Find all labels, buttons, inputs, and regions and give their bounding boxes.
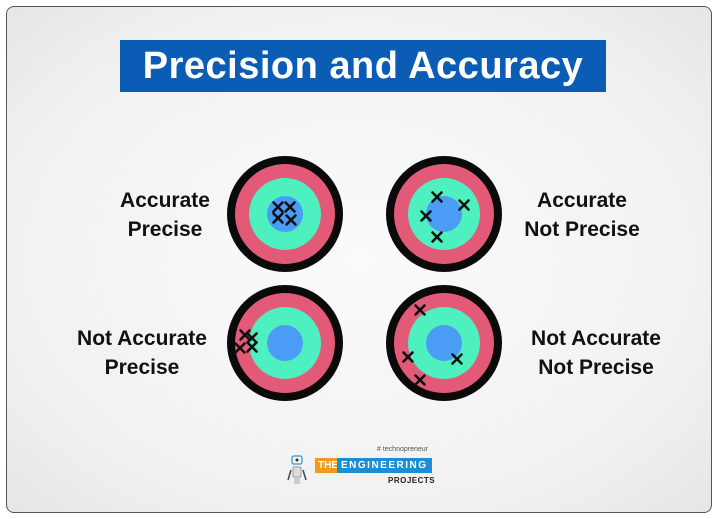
label-line: Precise [104,356,180,379]
bullseye [426,325,462,361]
x-mark [451,353,463,365]
label-accurate-precise: Accurate Precise [85,186,245,244]
label-line: Not Precise [524,218,640,241]
x-mark [272,201,284,213]
x-mark [414,304,426,316]
x-mark [420,210,432,222]
bullseye [267,325,303,361]
x-mark [284,201,296,213]
logo-tagline: # technopreneur [377,446,428,453]
x-mark [239,329,251,341]
target-1 [227,156,343,272]
logo-engineering: ENGINEERING [337,458,432,473]
label-line: Precise [127,218,203,241]
x-mark [431,191,443,203]
target-2 [386,156,502,272]
label-line: Not Accurate [77,327,207,350]
x-mark [272,212,284,224]
x-mark [431,231,443,243]
x-mark [246,332,258,344]
logo-projects: PROJECTS [388,476,436,485]
label-not-accurate-not-precise: Not Accurate Not Precise [516,324,676,382]
label-line: Not Accurate [531,327,661,350]
x-mark [414,374,426,386]
robot-icon [287,455,307,484]
engineering-projects-logo: # technopreneur THE ENGINEERING PROJECTS [285,446,445,491]
label-not-accurate-precise: Not Accurate Precise [62,324,222,382]
title: Precision and Accuracy [142,44,584,87]
title-banner: Precision and Accuracy [120,40,606,92]
label-line: Not Precise [538,356,654,379]
label-line: Accurate [120,189,210,212]
x-mark [234,342,246,354]
target-3 [227,285,343,401]
logo-the: THE [315,458,341,473]
label-accurate-not-precise: Accurate Not Precise [502,186,662,244]
label-line: Accurate [537,189,627,212]
x-mark [246,341,258,353]
x-mark [402,351,414,363]
target-4 [386,285,502,401]
bullseye [426,196,462,232]
x-mark [285,214,297,226]
x-mark [458,199,470,211]
